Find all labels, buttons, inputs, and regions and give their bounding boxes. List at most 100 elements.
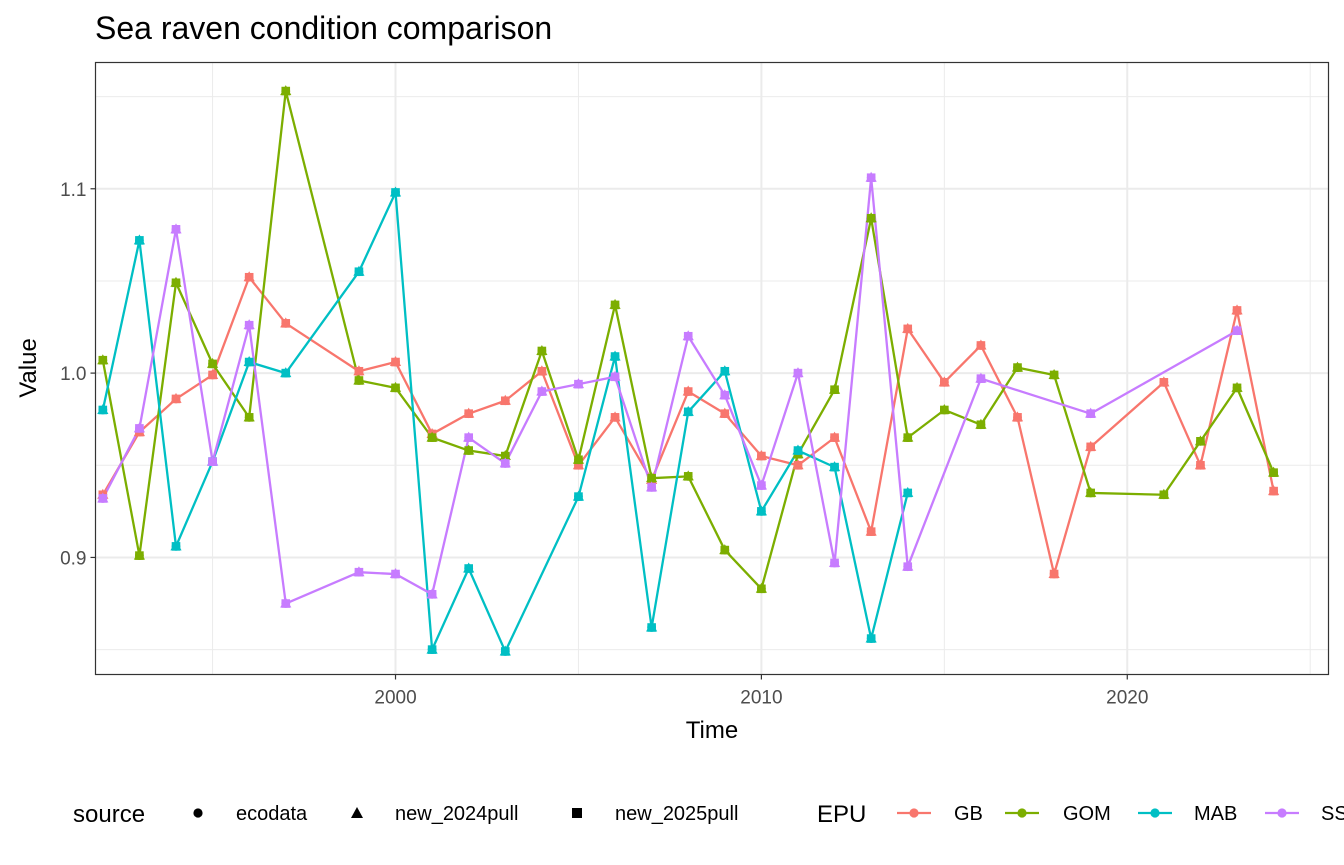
y-tick-label: 1.1 <box>60 180 86 201</box>
data-point-gom <box>499 450 511 461</box>
point-square <box>135 424 144 433</box>
data-point-ss <box>133 422 146 433</box>
data-point-gb <box>499 394 511 406</box>
data-point-gb <box>206 368 219 380</box>
legend-epu-gb: GB <box>897 803 983 825</box>
data-point-gom <box>1231 381 1243 393</box>
data-point-gom <box>719 544 731 555</box>
point-square <box>720 366 730 376</box>
data-point-ss <box>828 556 841 568</box>
data-point-ss <box>536 385 548 396</box>
series-points <box>97 85 1280 656</box>
point-square <box>208 370 217 380</box>
point-square <box>683 387 693 396</box>
point-square <box>720 545 730 555</box>
data-point-gb <box>792 459 804 470</box>
data-point-mab <box>719 365 731 376</box>
point-square <box>1086 442 1095 452</box>
legend-source-label: new_2024pull <box>395 803 518 825</box>
data-point-ss <box>719 389 731 400</box>
point-square <box>830 385 839 394</box>
point-square <box>427 590 437 599</box>
data-point-gb <box>938 376 950 387</box>
point-square <box>281 599 291 608</box>
point-square <box>537 366 547 376</box>
point-square <box>1269 468 1278 477</box>
data-point-ss <box>1231 324 1243 336</box>
point-square <box>976 374 986 383</box>
point-square <box>903 488 913 498</box>
legend-point-key <box>1017 808 1027 818</box>
point-square <box>720 409 730 418</box>
point-square <box>1086 488 1095 498</box>
point-square <box>1049 370 1059 380</box>
legend-point-key <box>1277 808 1287 818</box>
legend-epu-title: EPU <box>817 801 866 828</box>
point-square <box>1269 486 1278 496</box>
data-point-gom <box>975 418 987 430</box>
point-square <box>903 433 913 442</box>
data-point-gb <box>1085 440 1097 452</box>
data-point-gb <box>389 356 402 367</box>
legend-triangle-marker <box>351 807 363 818</box>
data-point-gom <box>828 383 841 395</box>
legend-source-new-2024pull: new_2024pull <box>351 803 518 825</box>
chart-title: Sea raven condition comparison <box>95 10 552 46</box>
point-square <box>647 483 656 492</box>
y-axis: 0.9 1.0 1.1 <box>60 180 96 569</box>
point-square <box>391 383 400 393</box>
point-square <box>500 647 510 656</box>
point-square <box>98 405 108 415</box>
point-square <box>354 267 364 277</box>
data-point-ss <box>280 597 292 608</box>
data-point-gom <box>902 431 914 443</box>
point-square <box>1049 569 1059 579</box>
point-square <box>427 645 437 654</box>
data-point-ss <box>609 370 621 382</box>
data-point-gb <box>170 392 182 404</box>
point-square <box>757 584 766 594</box>
data-point-ss <box>646 481 658 492</box>
data-point-gom <box>243 411 255 422</box>
point-square <box>208 359 217 369</box>
point-square <box>574 455 583 465</box>
data-point-ss <box>1085 407 1097 419</box>
data-point-gom <box>865 212 877 223</box>
point-square <box>135 236 144 245</box>
data-point-mab <box>133 234 146 245</box>
data-point-mab <box>426 643 438 655</box>
data-point-mab <box>865 632 877 643</box>
point-square <box>500 451 510 461</box>
data-point-mab <box>646 621 658 632</box>
data-point-ss <box>389 568 402 579</box>
point-square <box>1196 460 1205 470</box>
point-square <box>903 562 913 571</box>
data-point-gb <box>280 317 292 328</box>
point-square <box>757 507 766 516</box>
data-point-ss <box>902 560 914 572</box>
point-square <box>135 551 144 560</box>
point-square <box>244 357 254 367</box>
y-axis-title: Value <box>15 338 42 398</box>
y-tick-label: 1.0 <box>60 364 86 385</box>
data-point-gom <box>353 374 365 385</box>
data-point-gb <box>902 322 914 334</box>
data-point-gb <box>609 411 621 422</box>
data-point-gom <box>1194 435 1207 446</box>
data-point-mab <box>389 186 402 197</box>
point-square <box>793 446 803 455</box>
legend: source ecodata new_2024pull new_2025pull… <box>73 801 1344 828</box>
data-point-ss <box>426 588 438 599</box>
point-square <box>793 460 803 470</box>
data-point-ss <box>499 457 511 468</box>
data-point-gom <box>572 453 585 465</box>
data-point-gom <box>97 354 109 365</box>
point-square <box>464 564 473 573</box>
legend-point-key <box>909 808 919 818</box>
data-point-gom <box>170 276 182 288</box>
point-square <box>574 379 583 389</box>
point-square <box>98 355 108 365</box>
data-point-gom <box>426 431 438 443</box>
legend-source-ecodata: ecodata <box>193 803 308 825</box>
